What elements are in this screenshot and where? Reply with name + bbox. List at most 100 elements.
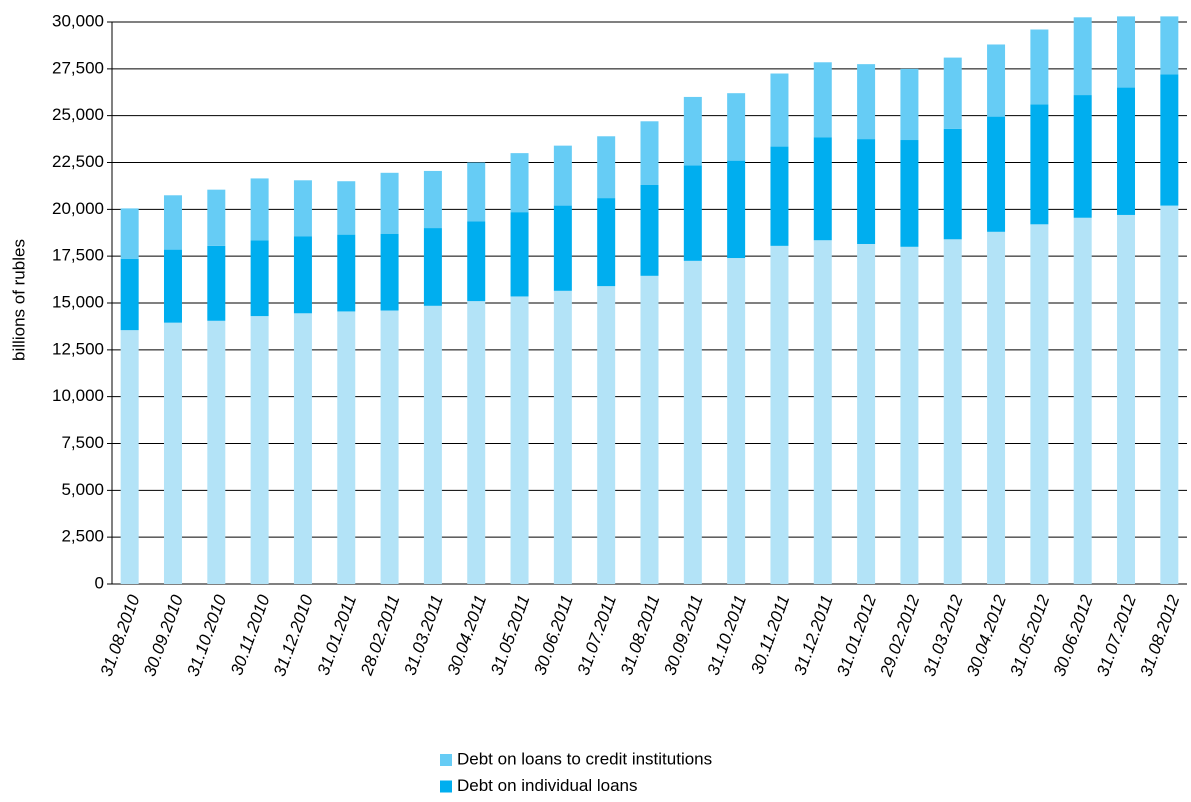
bar-segment — [553, 145, 572, 206]
bar-segment — [1030, 29, 1049, 105]
y-tick-label: 17,500 — [52, 246, 104, 265]
x-tick-label: 30.09.2011 — [660, 592, 707, 677]
x-tick-label: 31.08.2012 — [1136, 592, 1183, 679]
bar-segment — [510, 153, 529, 213]
bar-segment — [467, 162, 486, 222]
bar-segment — [293, 313, 312, 584]
x-tick-label: 31.05.2012 — [1006, 592, 1053, 679]
bar-segment — [813, 62, 832, 138]
bar-segment — [337, 181, 356, 235]
bar-segment — [770, 73, 789, 147]
bar-segment — [1117, 16, 1136, 88]
bar-segment — [1160, 74, 1179, 206]
bar-segment — [510, 212, 529, 297]
bar-segment — [987, 231, 1006, 584]
x-tick-label: 30.11.2011 — [747, 592, 793, 676]
bar-segment — [640, 121, 659, 185]
bar-segment — [553, 290, 572, 584]
bar-segment — [337, 311, 356, 584]
bar-segment — [553, 205, 572, 291]
y-tick-label: 10,000 — [52, 386, 104, 405]
bar-segment — [987, 116, 1006, 232]
bar-segment — [1073, 95, 1092, 218]
x-tick-label: 29.02.2012 — [876, 592, 923, 680]
bar-segment — [943, 128, 962, 240]
bar-segment — [857, 243, 876, 585]
bar-segment — [467, 221, 486, 302]
bar-segment — [423, 170, 442, 229]
x-tick-label: 30.04.2012 — [963, 592, 1010, 679]
y-tick-label: 22,500 — [52, 152, 104, 171]
y-tick-label: 27,500 — [52, 58, 104, 77]
x-tick-label: 30.06.2012 — [1050, 592, 1097, 679]
bar-segment — [250, 178, 269, 241]
bar-segment — [163, 249, 182, 323]
bar-segment — [293, 180, 312, 237]
bar-segment — [250, 240, 269, 317]
bar-segment — [943, 57, 962, 129]
bar-segment — [120, 258, 139, 331]
x-tick-label: 31.12.2010 — [270, 592, 317, 679]
y-tick-label: 15,000 — [52, 292, 104, 311]
x-tick-label: 31.03.2012 — [920, 592, 967, 679]
bar-segment — [683, 260, 702, 584]
x-tick-label: 31.08.2011 — [617, 592, 664, 677]
bar-segment — [597, 198, 616, 287]
bar-segment — [813, 137, 832, 241]
bar-segment — [813, 240, 832, 584]
bar-segment — [857, 139, 876, 244]
x-tick-label: 30.09.2010 — [140, 592, 187, 679]
legend-label: Debt on individual loans — [457, 776, 638, 795]
y-tick-label: 12,500 — [52, 339, 104, 358]
y-tick-label: 2,500 — [61, 527, 104, 546]
bar-segment — [727, 93, 746, 161]
bar-segment — [423, 305, 442, 584]
y-tick-label: 20,000 — [52, 199, 104, 218]
bar-segment — [683, 165, 702, 261]
bar-segment — [380, 233, 399, 311]
x-tick-label: 31.07.2012 — [1093, 592, 1140, 679]
x-tick-label: 31.01.2012 — [833, 592, 880, 679]
bar-segment — [943, 239, 962, 584]
x-tick-label: 28.02.2011 — [357, 592, 404, 678]
bar-segment — [770, 146, 789, 246]
bar-segment — [423, 228, 442, 306]
bar-segment — [597, 286, 616, 584]
y-tick-label: 25,000 — [52, 105, 104, 124]
x-tick-label: 30.11.2010 — [227, 592, 274, 678]
bar-segment — [727, 258, 746, 584]
bar-segment — [987, 44, 1006, 117]
bar-segment — [727, 160, 746, 259]
y-tick-label: 0 — [95, 573, 104, 592]
bar-segment — [293, 236, 312, 314]
x-tick-label: 31.10.2011 — [704, 592, 751, 677]
bar-segment — [380, 172, 399, 234]
bar-segment — [597, 136, 616, 199]
bar-segment — [1117, 87, 1136, 215]
x-tick-label: 31.03.2011 — [400, 592, 447, 677]
y-tick-label: 30,000 — [52, 11, 104, 30]
bar-segment — [120, 208, 139, 259]
legend-swatch — [440, 780, 452, 793]
y-axis-label: billions of rubles — [9, 239, 28, 361]
bar-segment — [1030, 224, 1049, 584]
x-tick-label: 31.10.2010 — [183, 592, 230, 679]
bar-segment — [207, 245, 226, 321]
x-tick-label: 31.01.2011 — [314, 592, 361, 677]
bar-segment — [640, 275, 659, 584]
bar-segment — [510, 296, 529, 584]
bar-segment — [380, 310, 399, 584]
bar-segment — [1160, 16, 1179, 75]
bar-segment — [1030, 104, 1049, 225]
bar-segment — [900, 68, 919, 141]
bar-segment — [1073, 217, 1092, 584]
x-tick-label: 31.07.2011 — [574, 592, 621, 677]
legend-label: Debt on loans to credit institutions — [457, 749, 712, 768]
bar-segment — [900, 246, 919, 585]
x-tick-label: 31.08.2010 — [97, 592, 144, 679]
bar-segment — [163, 322, 182, 584]
bar-segment — [1073, 17, 1092, 96]
bar-segment — [120, 330, 139, 584]
x-tick-label: 31.12.2011 — [790, 592, 837, 677]
